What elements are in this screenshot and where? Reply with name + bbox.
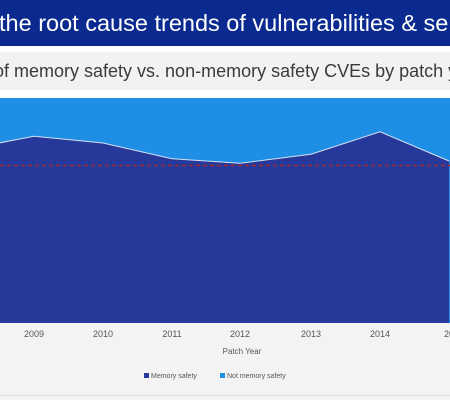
plot-footer-background [0,323,450,400]
chart-subtitle: of memory safety vs. non-memory safety C… [0,61,450,81]
series-boundary-line [0,131,450,164]
bottom-divider [0,395,450,396]
x-axis-label: Patch Year [223,347,262,356]
x-tick-label: 2013 [301,329,321,339]
x-tick-label: 2014 [370,329,390,339]
legend-label: Memory safety [151,373,197,380]
x-tick-label: 2012 [230,329,250,339]
legend-swatch [144,373,149,378]
chart-container: 2009 2010 2011 2012 2013 2014 20 Patch Year Memo… [0,90,450,400]
legend-swatch [220,373,225,378]
x-tick-label: 2011 [162,329,181,339]
x-tick-label: 2010 [93,329,113,339]
series-area-memory-safety [0,131,449,323]
x-tick-label: 20 [444,329,450,339]
slide-title: the root cause trends of vulnerabilities… [0,10,449,36]
area-chart: 2009 2010 2011 2012 2013 2014 20 Patch Year Memo… [0,98,450,400]
subtitle-bar: of memory safety vs. non-memory safety C… [0,52,450,90]
x-tick-label: 2009 [24,329,44,339]
legend-label: Not memory safety [227,373,286,380]
title-bar: the root cause trends of vulnerabilities… [0,0,450,46]
